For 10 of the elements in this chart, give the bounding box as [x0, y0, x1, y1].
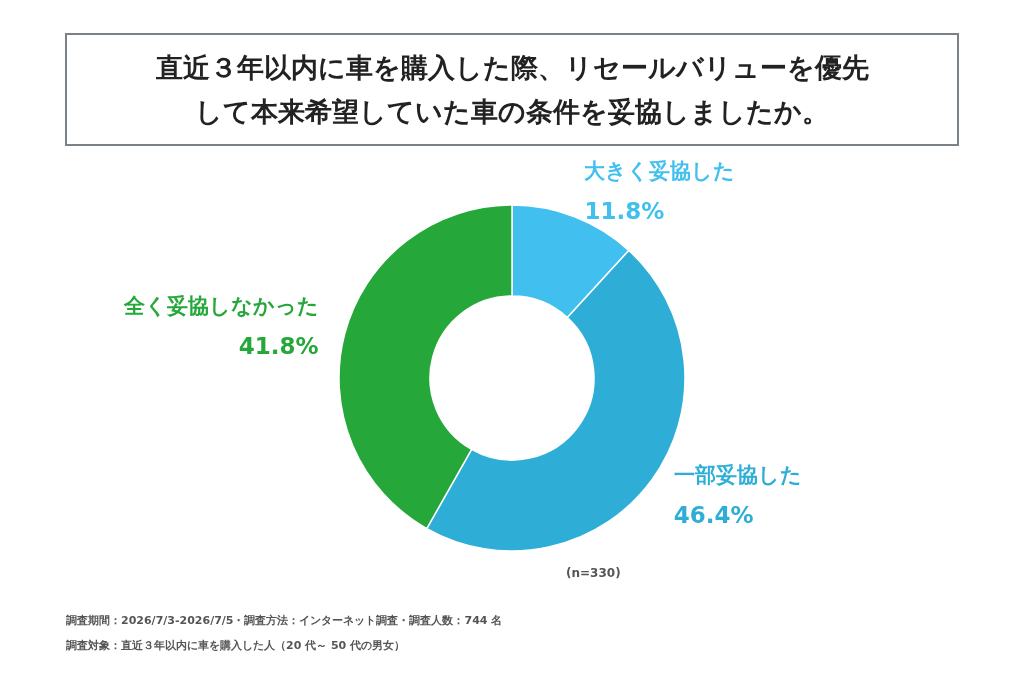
chart-title: 直近３年以内に車を購入した際、リセールバリューを優先して本来希望していた車の条件を妥協しましたか。 — [154, 50, 870, 129]
data-label: 46.4% — [673, 501, 754, 528]
text: (n=330) — [566, 566, 621, 580]
data-label: 41.8% — [238, 333, 319, 360]
text: 調査期間：2026/7/3-2026/7/5・調査方法：インターネット調査・調査人数：744 名 — [66, 613, 503, 628]
slice-label: 全く妥協しなかった — [122, 294, 319, 319]
slice-label: 一部妥協した — [673, 462, 802, 487]
text: 調査対象：直近３年以内に車を購入した人（20 代～ 50 代の男女） — [66, 638, 406, 653]
data-label: 11.8% — [584, 197, 665, 224]
slice-label: 大きく妥協した — [584, 158, 736, 183]
